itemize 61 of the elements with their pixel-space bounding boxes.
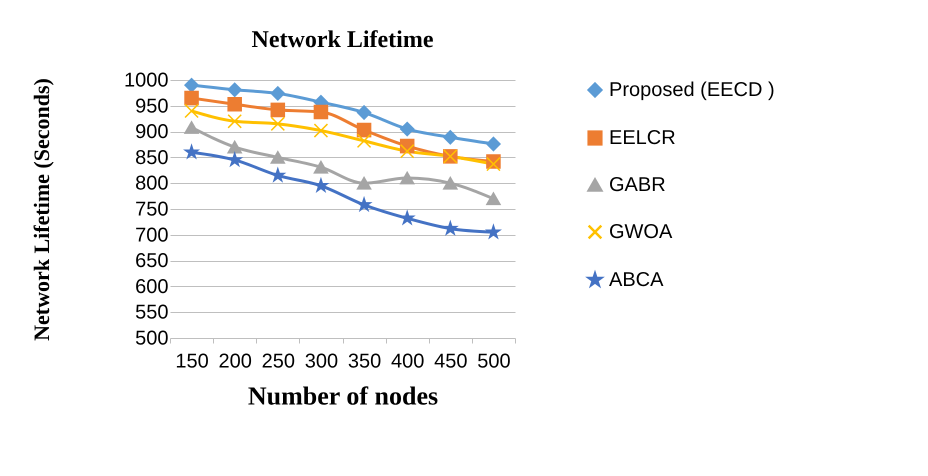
point [356,134,372,148]
x-tick-label: 500 [477,350,511,372]
y-tick-label: 750 [135,198,168,220]
point [184,78,199,92]
point [227,140,242,154]
point [270,86,286,101]
y-tick-label: 550 [135,302,168,324]
x-tick-label: 300 [304,350,338,372]
point [314,178,328,192]
x-tick-label: 150 [175,350,209,372]
point [314,104,328,120]
point [227,82,242,98]
legend-label: GABR [609,174,666,196]
point [228,152,242,166]
point [486,136,501,152]
point [270,116,286,132]
point [184,90,199,106]
point [400,211,414,224]
point [314,160,328,174]
point [400,144,414,158]
point [443,130,458,145]
point [486,192,501,206]
point [400,172,414,184]
point [184,121,199,134]
point [357,198,372,211]
x-tick-label: 400 [391,350,424,372]
legend-label: Proposed (EECD ) [609,79,775,101]
x-axis-title: Number of nodes [248,382,438,410]
y-tick-label: 600 [135,276,168,298]
y-tick-label: 650 [135,250,168,272]
y-tick-label: 950 [135,95,168,118]
point [270,168,285,182]
y-tick-label: 700 [135,224,168,246]
point [486,224,500,238]
y-tick-label: 800 [135,172,168,195]
x-tick-label: 200 [218,350,252,372]
point [184,144,199,158]
chart-title: Network Lifetime [252,27,434,53]
x-tick-label: 350 [348,350,382,372]
point [356,176,372,190]
legend-label: ABCA [609,269,664,291]
y-axis-title: Network Lifetime (Seconds) [29,78,54,341]
legend-label: GWOA [609,221,673,243]
y-tick-label: 500 [135,328,168,350]
point [314,123,328,138]
point [443,176,458,190]
point [443,221,458,235]
point [270,102,286,118]
y-tick-label: 850 [135,146,168,169]
y-tick-label: 1000 [124,70,168,92]
point [356,105,372,120]
point [184,104,199,118]
y-tick-label: 900 [135,121,168,144]
point [400,122,414,136]
legend-label: EELCR [609,127,676,149]
point [227,96,242,112]
point [227,114,242,129]
x-tick-label: 250 [262,350,295,372]
point [270,151,286,164]
point [356,122,372,138]
x-tick-label: 450 [434,350,468,372]
